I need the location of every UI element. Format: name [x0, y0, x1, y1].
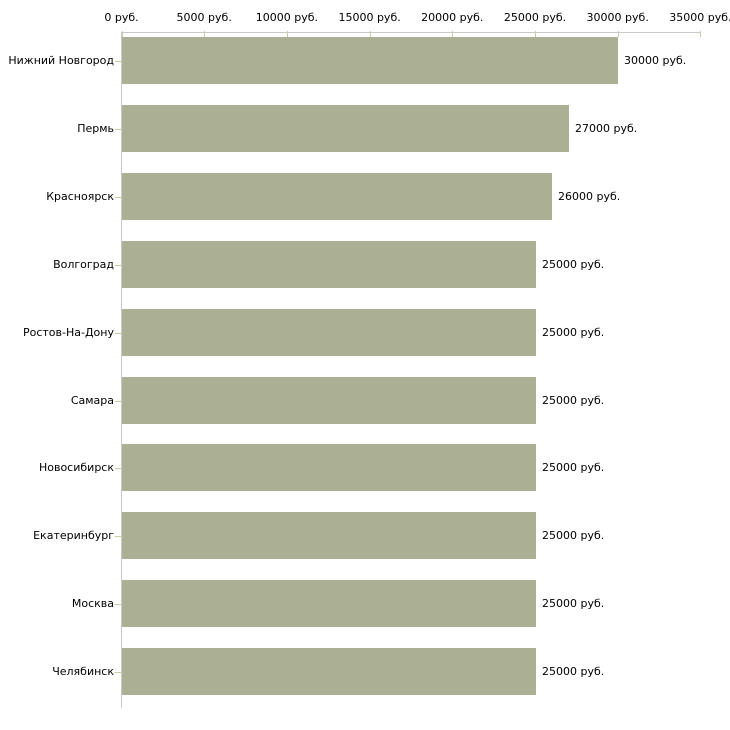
bar: [122, 444, 536, 491]
x-axis-tick-label: 10000 руб.: [255, 11, 319, 24]
category-label: Волгоград: [53, 258, 114, 271]
x-axis-tick-label: 30000 руб.: [586, 11, 649, 24]
category-label: Нижний Новгород: [8, 54, 114, 67]
category-label: Самара: [70, 394, 114, 407]
y-axis-line: [121, 32, 122, 709]
x-axis-tick-label: 20000 руб.: [421, 11, 484, 24]
category-tick-mark: [115, 265, 121, 266]
x-axis-line: [121, 32, 701, 33]
category-tick-mark: [115, 468, 121, 469]
bar: [122, 377, 536, 424]
value-label: 30000 руб.: [624, 54, 687, 67]
value-label: 25000 руб.: [542, 258, 605, 271]
x-axis-tick-label: 25000 руб.: [503, 11, 567, 24]
category-label: Екатеринбург: [33, 529, 114, 542]
bar: [122, 309, 536, 356]
category-tick-mark: [115, 536, 121, 537]
category-tick-mark: [115, 672, 121, 673]
x-axis-tick-mark: [535, 31, 536, 37]
bar: [122, 580, 536, 627]
category-tick-mark: [115, 401, 121, 402]
x-axis-tick-mark: [700, 31, 701, 37]
x-axis-tick-label: 35000 руб.: [669, 11, 730, 24]
value-label: 25000 руб.: [542, 461, 605, 474]
value-label: 27000 руб.: [575, 122, 638, 135]
category-label: Ростов-На-Дону: [22, 326, 114, 339]
x-axis-tick-label: 0 руб.: [104, 11, 139, 24]
x-axis-tick-label: 5000 руб.: [176, 11, 232, 24]
value-label: 25000 руб.: [542, 529, 605, 542]
category-label: Красноярск: [46, 190, 114, 203]
category-tick-mark: [115, 61, 121, 62]
x-axis-tick-mark: [618, 31, 619, 37]
x-axis-tick-label: 15000 руб.: [338, 11, 401, 24]
value-label: 25000 руб.: [542, 597, 605, 610]
category-label: Челябинск: [52, 665, 114, 678]
category-label: Москва: [71, 597, 114, 610]
category-tick-mark: [115, 333, 121, 334]
bar: [122, 173, 552, 220]
category-label: Пермь: [77, 122, 114, 135]
x-axis-tick-mark: [370, 31, 371, 37]
bar: [122, 648, 536, 695]
category-tick-mark: [115, 604, 121, 605]
category-tick-mark: [115, 129, 121, 130]
x-axis-tick-mark: [452, 31, 453, 37]
bar: [122, 512, 536, 559]
x-axis-tick-mark: [204, 31, 205, 37]
bar: [122, 105, 569, 152]
x-axis-tick-mark: [287, 31, 288, 37]
x-axis-tick-mark: [122, 31, 123, 37]
bar: [122, 241, 536, 288]
category-tick-mark: [115, 197, 121, 198]
value-label: 25000 руб.: [542, 326, 605, 339]
category-label: Новосибирск: [38, 461, 114, 474]
bar: [122, 37, 618, 84]
value-label: 25000 руб.: [542, 665, 605, 678]
value-label: 25000 руб.: [542, 394, 605, 407]
value-label: 26000 руб.: [558, 190, 621, 203]
